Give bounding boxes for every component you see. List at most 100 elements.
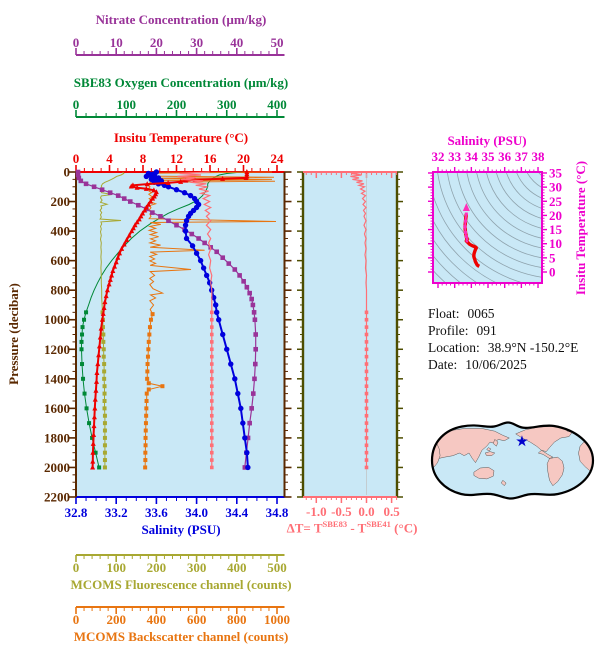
pressure-tick-label: 800	[51, 283, 71, 298]
nitrate-tick-label: 30	[190, 35, 203, 50]
pressure-tick-label: 0	[64, 165, 71, 180]
oxygen-tick-label: 100	[117, 97, 137, 112]
temperature-tick-label: 12	[170, 151, 183, 166]
float-id-label: Float:	[428, 306, 460, 321]
backscatter-tick-label: 1000	[264, 612, 290, 627]
delta-t-series	[350, 171, 369, 470]
nitrate-tick-label: 50	[271, 35, 284, 50]
ts-salinity-tick-label: 35	[482, 149, 496, 164]
location-line: Location: 38.9°N -150.2°E	[428, 340, 578, 356]
backscatter-tick-label: 800	[227, 612, 247, 627]
oxygen-tick-label: 200	[167, 97, 187, 112]
oxygen-axis: 0 100 200 300 400	[73, 97, 287, 118]
float-id-line: Float: 0065	[428, 306, 495, 322]
undefined-curve	[177, 171, 213, 468]
ts-salinity-tick-label: 36	[498, 149, 512, 164]
date-line: Date: 10/06/2025	[428, 357, 527, 373]
ts-temperature-tick-label: 30	[549, 180, 562, 195]
float-id-value: 0065	[467, 306, 495, 321]
float-location-star-icon: ★	[516, 434, 528, 449]
oxygen-axis-title: SBE83 Oxygen Concentration (µm/kg)	[73, 75, 289, 90]
nitrate-tick-label: 0	[73, 35, 80, 50]
salinity-tick-label: 33.2	[105, 505, 128, 520]
ts-temperature-tick-label: 35	[549, 165, 563, 180]
temperature-tick-label: 0	[73, 151, 80, 166]
delta-t-title-mid: - T	[347, 520, 367, 536]
delta-t-title-sup2: SBE41	[366, 519, 391, 529]
oxygen-tick-label: 300	[217, 97, 237, 112]
fluorescence-tick-label: 500	[267, 560, 287, 575]
temperature-tick-label: 16	[204, 151, 218, 166]
ts-temperature-tick-label: 15	[549, 222, 563, 237]
ts-salinity-tick-label: 32	[432, 149, 445, 164]
oxygen-profile-series	[79, 171, 242, 470]
fluorescence-axis: 0 100 200 300 400 500	[73, 554, 287, 575]
ts-temperature-tick-label: 0	[549, 265, 556, 280]
fluorescence-tick-label: 100	[106, 560, 126, 575]
ts-salinity-tick-label: 33	[448, 149, 462, 164]
oxygen-tick-label: 400	[267, 97, 287, 112]
backscatter-profile-series	[143, 171, 277, 470]
pressure-tick-label: 1600	[44, 401, 70, 416]
pressure-tick-label: 600	[51, 253, 71, 268]
ts-salinity-tick-label: 37	[515, 149, 529, 164]
delta-t-title-pre: ΔT= T	[286, 520, 323, 536]
backscatter-axis: 0 200 400 600 800 1000	[73, 606, 290, 627]
delta-t-tick-label: -1.0	[306, 504, 327, 519]
map-landmasses	[432, 425, 593, 487]
nitrate-tick-label: 10	[110, 35, 123, 50]
profile-line: Profile: 091	[428, 323, 497, 339]
delta-t-tick-label: 0.0	[358, 504, 374, 519]
pressure-tick-label: 200	[51, 194, 71, 209]
ts-salinity-tick-label: 38	[532, 149, 546, 164]
oxygen-tick-label: 0	[73, 97, 80, 112]
delta-t-title-sup1: SBE83	[322, 519, 348, 529]
profile-value: 091	[476, 323, 497, 338]
ts-temperature-tick-label: 10	[549, 236, 562, 251]
delta-t-title-post: (°C)	[390, 520, 418, 536]
temperature-axis: 0 4 8 12 16 20 24	[73, 151, 285, 173]
backscatter-tick-label: 400	[147, 612, 167, 627]
temperature-tick-label: 24	[271, 151, 285, 166]
salinity-tick-label: 33.6	[145, 505, 168, 520]
salinity-tick-label: 34.4	[225, 505, 248, 520]
ts-temperature-tick-label: 5	[549, 250, 556, 265]
temperature-axis-title: Insitu Temperature (°C)	[113, 130, 249, 145]
ts-temperature-tick-label: 20	[549, 208, 562, 223]
oxygen-curve	[81, 171, 242, 468]
delta-t-curve	[350, 171, 368, 468]
date-label: Date:	[428, 357, 458, 372]
ts-temperature-tick-label: 25	[549, 194, 563, 209]
nitrate-profile-series	[75, 169, 258, 470]
backscatter-tick-label: 0	[73, 612, 80, 627]
pressure-axis-title: Pressure (decibar)	[6, 283, 21, 385]
fluorescence-tick-label: 400	[227, 560, 247, 575]
pressure-tick-label: 400	[51, 224, 71, 239]
pressure-tick-label: 1200	[44, 342, 70, 357]
fluorescence-tick-label: 0	[73, 560, 80, 575]
pressure-axis: 0 200 400 600 800 1000 1200 1400 1600 1800 2000 220…	[44, 165, 292, 505]
fluorescence-axis-title: MCOMS Fluorescence channel (counts)	[70, 577, 292, 592]
pressure-tick-label: 2200	[44, 490, 70, 505]
backscatter-axis-title: MCOMS Backscatter channel (counts)	[73, 629, 289, 644]
delta-t-tick-label: -0.5	[331, 504, 352, 519]
ts-arrow-icon	[462, 203, 470, 212]
backscatter-tick-label: 200	[106, 612, 126, 627]
nitrate-tick-label: 20	[150, 35, 163, 50]
temperature-tick-label: 4	[106, 151, 113, 166]
pressure-tick-label: 1000	[44, 312, 70, 327]
temperature-profile-series	[90, 169, 250, 470]
location-label: Location:	[428, 340, 480, 355]
date-value: 10/06/2025	[465, 357, 527, 372]
ts-temperature-axis-title: Insitu Temperature (°C)	[573, 160, 588, 296]
salinity-tick-label: 34.8	[266, 505, 289, 520]
pressure-tick-label: 1800	[44, 430, 70, 445]
fluorescence-tick-label: 300	[187, 560, 207, 575]
salinity-tick-label: 32.8	[65, 505, 88, 520]
salinity-axis-title: Salinity (PSU)	[141, 522, 221, 537]
salinity-tick-label: 34.0	[185, 505, 208, 520]
nitrate-tick-label: 40	[230, 35, 243, 50]
